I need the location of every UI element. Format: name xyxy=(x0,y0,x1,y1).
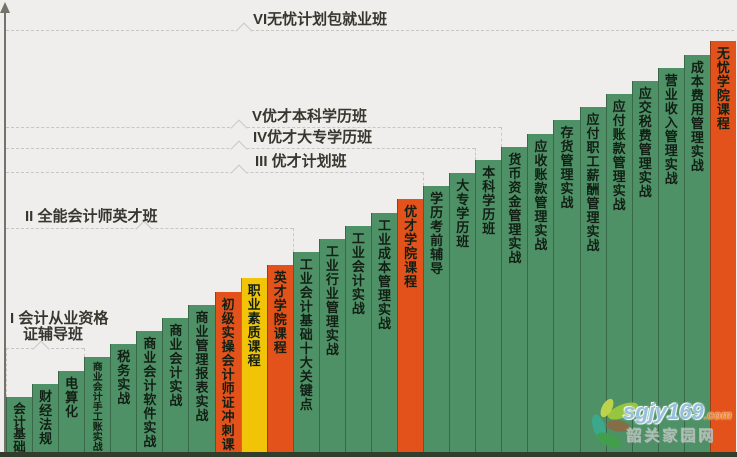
course-bar: 存货管理实战 xyxy=(553,120,580,457)
flower-logo-icon xyxy=(592,398,639,448)
course-bar: 财经法规 xyxy=(32,383,59,457)
course-bar-label: 商业会计手工账实战 xyxy=(92,362,103,453)
course-bar-label: 工业成本管理实战 xyxy=(377,217,391,331)
level-IV-drop-line xyxy=(475,148,477,160)
course-bar: 营业收入管理实战 xyxy=(657,67,684,457)
course-bar-label: 货币资金管理实战 xyxy=(508,151,522,265)
course-bar: 英才学院课程 xyxy=(266,265,293,457)
level-IV-label: IV优才大专学历班 xyxy=(253,129,373,146)
level-IV-caret-icon xyxy=(230,140,247,157)
course-bar-label: 职业素质课程 xyxy=(247,283,261,369)
level-VI-dashed-line xyxy=(6,30,734,31)
course-bar-label: 应交税费管理实战 xyxy=(638,85,652,199)
course-bar-label: 税务实战 xyxy=(117,349,131,407)
course-bar: 工业成本管理实战 xyxy=(370,212,398,457)
course-bar-label: 初级实操会计师证冲刺课 xyxy=(221,296,235,452)
course-bar: 商业会计实战 xyxy=(162,317,189,457)
level-II-label: II 全能会计师英才班 xyxy=(25,208,158,225)
course-bar: 应收账款管理实战 xyxy=(527,133,554,457)
course-bar-label: 会计基础 xyxy=(13,402,26,454)
course-bar: 学历考前辅导 xyxy=(423,186,450,457)
level-I-drop-line xyxy=(84,348,86,358)
course-bar: 应交税费管理实战 xyxy=(631,80,658,457)
course-bar-label: 商业会计软件实战 xyxy=(143,336,157,450)
course-bar-label: 优才学院课程 xyxy=(404,204,418,290)
course-bar: 工业会计基础十大关键点 xyxy=(292,252,319,457)
course-bar-label: 财经法规 xyxy=(39,388,53,446)
course-bar: 本科学历班 xyxy=(475,159,502,457)
course-bar: 电算化 xyxy=(58,370,85,457)
course-bar-label: 大专学历班 xyxy=(456,178,470,250)
course-bar: 应付职工薪酬管理实战 xyxy=(579,107,606,457)
y-axis-line xyxy=(4,12,6,453)
course-bar-label: 应收账款管理实战 xyxy=(534,138,548,252)
course-bar-label: 英才学院课程 xyxy=(273,270,287,356)
course-bar-label: 存货管理实战 xyxy=(560,125,574,211)
course-bar-label: 电算化 xyxy=(65,375,79,419)
course-bar: 无忧学院课程 xyxy=(709,41,736,457)
course-bar: 商业会计手工账实战 xyxy=(84,357,111,457)
watermark-tld: .com xyxy=(703,408,732,422)
level-III-label: III 优才计划班 xyxy=(255,153,347,170)
baseline xyxy=(0,452,737,457)
course-bar-label: 工业会计基础十大关键点 xyxy=(299,257,313,413)
level-III-caret-icon xyxy=(230,164,247,181)
course-bar: 成本费用管理实战 xyxy=(683,54,710,457)
course-bar: 商业会计软件实战 xyxy=(136,331,163,457)
level-I-label: I 会计从业资格 证辅导班 xyxy=(10,310,109,343)
watermark-brand: sgjy169 xyxy=(623,399,704,424)
course-bar-label: 成本费用管理实战 xyxy=(690,59,704,173)
level-III-drop-line xyxy=(423,172,425,187)
level-III-dashed-line xyxy=(6,172,424,173)
course-bar: 大专学历班 xyxy=(449,173,476,457)
course-bar: 货币资金管理实战 xyxy=(501,146,528,457)
watermark-url: sgjy169.com xyxy=(623,399,732,425)
level-II-drop-line xyxy=(292,228,294,253)
course-bar-label: 工业会计实战 xyxy=(351,230,365,316)
course-bar-label: 营业收入管理实战 xyxy=(664,72,678,186)
course-bar: 商业管理报表实战 xyxy=(188,304,215,457)
course-bar-label: 商业会计实战 xyxy=(169,322,183,408)
course-bar: 职业素质课程 xyxy=(240,278,267,457)
level-V-drop-line xyxy=(501,127,503,147)
course-bar-label: 应付账款管理实战 xyxy=(612,99,626,213)
course-bar-label: 商业管理报表实战 xyxy=(195,309,209,423)
level-VI-label: VI无忧计划包就业班 xyxy=(253,11,388,28)
course-bar: 税务实战 xyxy=(110,344,137,457)
course-bar: 工业行业管理实战 xyxy=(318,238,345,457)
axis-arrow-icon xyxy=(0,2,10,13)
watermark-site-name: 韶关家园网 xyxy=(627,428,718,445)
course-bar: 应付账款管理实战 xyxy=(605,94,632,457)
course-bar-label: 应付职工薪酬管理实战 xyxy=(586,112,600,254)
course-bar-label: 工业行业管理实战 xyxy=(325,243,339,357)
course-bar: 初级实操会计师证冲刺课 xyxy=(214,291,241,457)
level-V-caret-icon xyxy=(230,119,247,136)
level-VI-caret-icon xyxy=(235,22,252,39)
watermark-logo: sgjy169.com 韶关家园网 xyxy=(587,393,735,457)
course-bar-label: 本科学历班 xyxy=(482,164,496,236)
level-I-left-drop-line xyxy=(6,348,7,397)
course-bar: 会计基础 xyxy=(6,397,33,457)
level-V-label: V优才本科学历班 xyxy=(252,108,368,125)
course-bar-label: 学历考前辅导 xyxy=(430,191,444,277)
course-bar: 工业会计实战 xyxy=(344,225,371,457)
course-bar-label: 无忧学院课程 xyxy=(716,46,730,132)
course-bar: 优才学院课程 xyxy=(397,199,424,457)
level-V-dashed-line xyxy=(6,127,502,128)
